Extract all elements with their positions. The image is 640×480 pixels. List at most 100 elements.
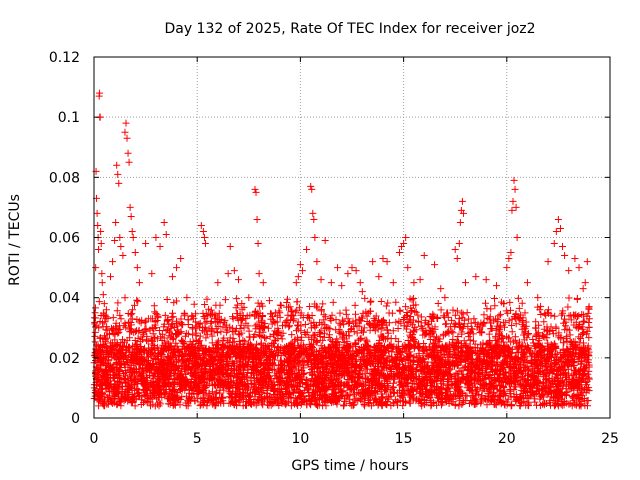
y-tick-label: 0.06	[49, 231, 80, 247]
data-point	[303, 246, 311, 254]
y-tick-label: 0.02	[49, 351, 80, 367]
data-point	[286, 303, 294, 311]
data-point	[581, 279, 589, 287]
data-point	[124, 149, 132, 157]
data-point	[453, 255, 461, 263]
data-point	[511, 185, 519, 193]
data-point	[420, 252, 428, 260]
data-point	[113, 161, 121, 169]
x-tick-labels: 0 5 10 15 20 25	[90, 431, 619, 447]
data-point	[344, 270, 352, 278]
data-point	[93, 209, 101, 217]
data-point	[559, 243, 567, 251]
data-point-cloud	[90, 294, 593, 410]
x-tick-label: 25	[601, 431, 619, 447]
data-point	[197, 221, 205, 229]
data-point	[128, 227, 136, 235]
data-point	[234, 276, 242, 284]
data-point	[160, 218, 168, 226]
data-point	[503, 264, 511, 272]
data-point	[579, 285, 587, 293]
data-point	[245, 294, 253, 302]
data-point	[107, 273, 115, 281]
data-point	[112, 218, 120, 226]
data-point	[534, 294, 542, 302]
data-point	[321, 237, 329, 245]
data-point	[94, 221, 102, 229]
data-point	[292, 279, 300, 287]
data-point	[251, 185, 259, 193]
data-point	[91, 309, 99, 317]
data-point	[97, 240, 105, 248]
data-point	[276, 309, 284, 317]
data-point	[135, 279, 143, 287]
data-point	[441, 294, 449, 302]
data-point	[310, 215, 318, 223]
x-tick-label: 10	[291, 431, 309, 447]
data-point	[98, 279, 106, 287]
data-point	[131, 249, 139, 257]
chart-title: Day 132 of 2025, Rate Of TEC Index for r…	[164, 21, 535, 37]
data-point	[472, 273, 480, 281]
x-tick-label: 0	[90, 431, 99, 447]
data-point	[97, 227, 105, 235]
data-point	[431, 261, 439, 269]
data-point	[125, 158, 133, 166]
data-point	[451, 246, 459, 254]
data-point	[255, 270, 263, 278]
data-point	[571, 255, 579, 263]
y-tick-labels: 0 0.02 0.04 0.06 0.08 0.1 0.12	[49, 50, 80, 427]
data-point	[561, 252, 569, 260]
data-point	[509, 197, 517, 205]
data-point	[523, 279, 531, 287]
data-point	[224, 270, 232, 278]
data-point	[126, 203, 134, 211]
data-point	[369, 258, 377, 266]
data-point	[226, 243, 234, 251]
data-point	[338, 282, 346, 290]
data-point	[379, 255, 387, 263]
data-point	[298, 267, 306, 275]
data-point	[375, 273, 383, 281]
data-point	[173, 264, 181, 272]
data-point	[98, 270, 106, 278]
data-point	[585, 315, 593, 323]
data-point	[148, 270, 156, 278]
data-point	[201, 240, 209, 248]
x-tick-label: 5	[193, 431, 202, 447]
data-point	[199, 227, 207, 235]
data-point	[252, 188, 260, 196]
data-point	[121, 128, 129, 136]
data-point	[389, 279, 397, 287]
data-point	[334, 264, 342, 272]
y-tick-label: 0	[71, 411, 80, 427]
data-point	[327, 279, 335, 287]
data-point	[114, 170, 122, 178]
data-point	[214, 279, 222, 287]
data-point	[308, 185, 316, 193]
data-point	[200, 234, 208, 241]
data-point	[117, 243, 125, 251]
data-point	[383, 258, 391, 266]
y-tick-label: 0.08	[49, 170, 80, 186]
data-point	[505, 255, 513, 263]
y-axis-label: ROTI / TECUs	[7, 194, 23, 286]
data-point	[119, 252, 127, 260]
data-point	[309, 209, 317, 217]
data-point	[317, 276, 325, 284]
data-point	[456, 218, 464, 226]
data-point	[311, 234, 319, 241]
data-point	[416, 276, 424, 284]
data-point	[455, 240, 463, 248]
data-point	[123, 134, 131, 142]
data-point	[100, 300, 108, 308]
data-point	[294, 273, 302, 281]
data-point	[307, 182, 315, 190]
data-point	[400, 240, 408, 248]
data-point	[348, 264, 356, 272]
data-point	[437, 285, 445, 293]
data-point	[253, 215, 261, 223]
data-point	[92, 264, 100, 272]
data-point	[133, 264, 141, 272]
